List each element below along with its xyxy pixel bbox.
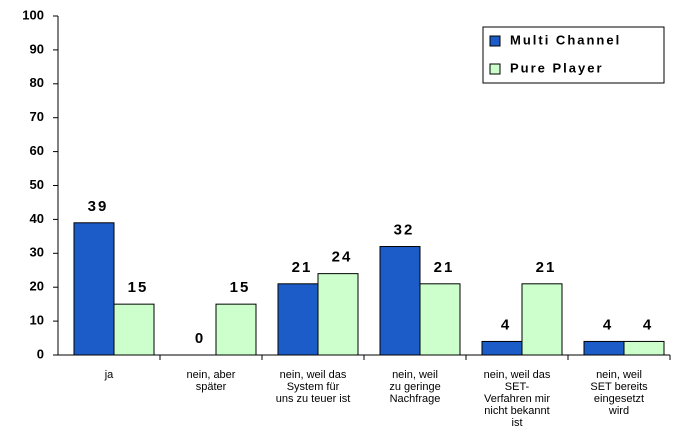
x-tick-label: SET-	[505, 381, 530, 393]
bar	[277, 283, 319, 356]
x-tick-label: System für	[287, 381, 340, 393]
bar	[73, 222, 115, 356]
bar	[419, 283, 461, 356]
bar	[583, 340, 625, 356]
y-tick-label: 90	[30, 41, 44, 56]
x-tick-label: nein, weil das	[280, 369, 347, 381]
value-label: 21	[434, 259, 455, 276]
value-label: 4	[643, 316, 653, 333]
bar	[481, 340, 523, 356]
y-tick-label: 30	[30, 245, 44, 260]
y-tick-label: 50	[30, 177, 44, 192]
x-tick-label: nein, aber	[187, 369, 236, 381]
value-label: 4	[603, 316, 613, 333]
x-tick-label: wird	[608, 405, 629, 417]
x-tick-label: nein, weil das	[484, 369, 551, 381]
x-tick-label: SET bereits	[590, 381, 648, 393]
bar	[623, 340, 665, 356]
value-label: 15	[230, 279, 251, 296]
y-tick-label: 100	[22, 7, 44, 22]
x-tick-label: zu geringe	[389, 381, 440, 393]
x-tick-label: nein, weil	[596, 369, 642, 381]
x-tick-label: nicht bekannt	[484, 405, 549, 417]
y-tick-label: 10	[30, 313, 44, 328]
bar	[379, 246, 421, 356]
x-tick-label: Verfahren mir	[484, 393, 550, 405]
y-tick-label: 40	[30, 211, 44, 226]
legend-swatch	[489, 35, 501, 47]
y-tick-label: 70	[30, 109, 44, 124]
y-tick-label: 20	[30, 279, 44, 294]
bar	[113, 303, 155, 356]
x-tick-label: nein, weil	[392, 369, 438, 381]
bar	[215, 303, 257, 356]
value-label: 32	[394, 221, 415, 238]
x-tick-label: Nachfrage	[390, 393, 441, 405]
value-label: 21	[536, 259, 557, 276]
x-tick-label: uns zu teuer ist	[276, 393, 351, 405]
y-tick-label: 0	[37, 346, 44, 361]
value-label: 21	[292, 259, 313, 276]
y-tick-label: 80	[30, 75, 44, 90]
value-label: 24	[332, 249, 353, 266]
x-tick-label: ja	[104, 369, 114, 381]
y-tick-label: 60	[30, 143, 44, 158]
legend-label: Pure Player	[510, 60, 604, 75]
value-label: 0	[195, 330, 205, 347]
legend-box	[482, 26, 665, 84]
x-tick-label: eingesetzt	[594, 393, 644, 405]
x-tick-label: ist	[512, 417, 523, 429]
bar	[521, 283, 563, 356]
value-label: 15	[128, 279, 149, 296]
bar	[317, 273, 359, 356]
x-tick-label: später	[196, 381, 227, 393]
value-label: 39	[88, 198, 109, 215]
value-label: 4	[501, 316, 511, 333]
legend-label: Multi Channel	[510, 32, 621, 47]
legend-swatch	[489, 63, 501, 75]
